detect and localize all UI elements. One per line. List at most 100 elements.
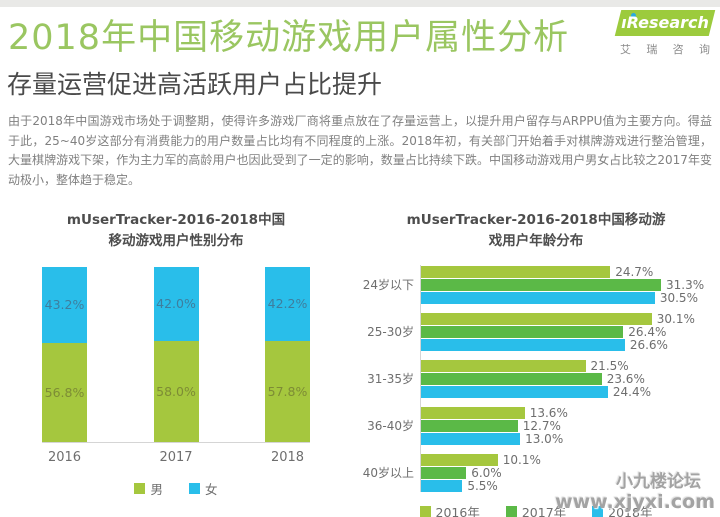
- hbar-row-2017年: 26.4%: [420, 325, 714, 339]
- age-tick-label: 24岁以下: [362, 278, 414, 292]
- hbar-2017年-31-35岁: [420, 372, 602, 385]
- hbar-row-2016年: 30.1%: [420, 311, 714, 326]
- bar-value-label: 56.8%: [44, 384, 85, 400]
- bar-value-label: 42.0%: [156, 296, 196, 312]
- logo-caption-char: 询: [698, 43, 710, 56]
- hbar-row-2017年: 12.7%: [420, 418, 714, 433]
- age-group-25-30岁: 25-30岁 30.1% 26.4% 26.6%: [358, 311, 714, 352]
- hbar-row-2016年: 10.1%: [420, 452, 714, 467]
- body-paragraph: 由于2018年中国游戏市场处于调整期，使得许多游戏厂商将重点放在了存量运营上，以…: [8, 114, 712, 187]
- hbar-2018年-40岁以上: [420, 479, 463, 492]
- gender-chart-title-line1: mUserTracker-2016-2018中国: [66, 212, 286, 228]
- hbar-value-label: 24.7%: [615, 264, 654, 279]
- age-tick-label: 25-30岁: [367, 325, 414, 339]
- bar-segment-男-2017: 58.0%: [153, 340, 199, 442]
- gender-chart-title-line2: 移动游戏用户性别分布: [108, 233, 244, 249]
- logo-band: ıResearch: [618, 10, 712, 36]
- age-bars-31-35岁: 21.5% 23.6% 24.4%: [420, 359, 714, 399]
- watermark: 小九楼论坛 www.xjyxi.com: [555, 471, 715, 514]
- logo-brand-text: ıResearch: [621, 13, 709, 32]
- bar-value-label: 58.0%: [156, 383, 196, 399]
- bar-segment-女-2017: 42.0%: [153, 267, 199, 341]
- age-group-40岁以上: 40岁以上 10.1% 6.0% 5.5%: [358, 452, 714, 493]
- age-chart-title: mUserTracker-2016-2018中国移动游 戏用户年龄分布: [358, 210, 714, 252]
- hbar-value-label: 6.0%: [471, 465, 502, 480]
- age-tick-label: 36-40岁: [367, 419, 414, 433]
- hbar-2016年-31-35岁: [420, 359, 586, 372]
- hbar-2018年-36-40岁: [420, 432, 521, 445]
- hbar-value-label: 13.6%: [529, 405, 568, 420]
- legend-swatch-icon: [419, 506, 431, 517]
- hbar-row-2018年: 30.5%: [420, 290, 714, 305]
- legend-label: 2018年: [608, 505, 653, 517]
- legend-label: 2016年: [435, 505, 480, 517]
- age-plot: 24岁以下 24.7% 31.3% 30.5% 25-30岁 30.1% 26.4% 26.6…: [358, 264, 714, 493]
- logo-i-dot-icon: [631, 13, 636, 18]
- bar-segment-女-2018: 42.2%: [265, 267, 310, 341]
- hbar-value-label: 12.7%: [522, 418, 561, 433]
- stacked-bar-2017: 42.0% 58.0%: [153, 267, 199, 442]
- gender-plot: 43.2% 56.8% 42.0% 58.0% 42.2% 57.8%: [42, 267, 310, 443]
- bar-value-label: 57.8%: [267, 383, 308, 399]
- logo-caption-char: 咨: [672, 43, 684, 56]
- x-tick-label: 2018: [270, 450, 305, 465]
- hbar-row-2018年: 26.6%: [420, 337, 714, 352]
- hbar-value-label: 26.6%: [629, 337, 668, 352]
- hbar-value-label: 24.4%: [612, 384, 651, 399]
- hbar-value-label: 23.6%: [606, 371, 645, 386]
- hbar-value-label: 10.1%: [502, 452, 541, 467]
- age-chart: mUserTracker-2016-2018中国移动游 戏用户年龄分布 24岁以…: [358, 210, 714, 517]
- hbar-row-2018年: 5.5%: [420, 478, 714, 493]
- age-bars-36-40岁: 13.6% 12.7% 13.0%: [420, 405, 714, 446]
- age-legend: 2016年 2017年 2018年: [358, 502, 714, 517]
- legend-swatch-icon: [505, 506, 517, 517]
- slide-subtitle: 存量运营促进高活跃用户占比提升: [7, 70, 383, 99]
- hbar-row-2016年: 24.7%: [420, 264, 714, 279]
- legend-item-女: 女: [189, 479, 218, 498]
- watermark-line1: 小九楼论坛: [616, 471, 701, 492]
- legend-item-男: 男: [134, 479, 163, 498]
- hbar-row-2018年: 13.0%: [420, 431, 714, 446]
- age-tick-label: 31-35岁: [367, 372, 414, 386]
- legend-item-2017年: 2017年: [505, 502, 566, 517]
- bar-segment-男-2016: 56.8%: [42, 342, 87, 442]
- bar-segment-男-2018: 57.8%: [265, 340, 310, 442]
- gender-chart: mUserTracker-2016-2018中国 移动游戏用户性别分布 43.2…: [10, 210, 342, 517]
- hbar-row-2016年: 21.5%: [420, 359, 714, 373]
- age-bars-25-30岁: 30.1% 26.4% 26.6%: [420, 311, 714, 352]
- gender-legend: 男女: [10, 479, 342, 498]
- legend-item-2016年: 2016年: [419, 502, 480, 517]
- age-group-31-35岁: 31-35岁 21.5% 23.6% 24.4%: [358, 359, 714, 399]
- hbar-2017年-24岁以下: [420, 278, 661, 291]
- hbar-2017年-25-30岁: [420, 325, 624, 338]
- hbar-value-label: 13.0%: [525, 431, 564, 446]
- hbar-2016年-40岁以上: [420, 453, 498, 466]
- hbar-2016年-36-40岁: [420, 406, 525, 419]
- hbar-row-2017年: 6.0%: [420, 465, 714, 480]
- stacked-bar-2018: 42.2% 57.8%: [265, 267, 310, 442]
- bar-value-label: 42.2%: [267, 296, 308, 312]
- legend-swatch-icon: [134, 483, 146, 494]
- legend-item-2018年: 2018年: [592, 502, 652, 517]
- legend-label: 男: [150, 482, 163, 497]
- hbar-value-label: 5.5%: [467, 478, 498, 493]
- logo-caption-char: 瑞: [646, 43, 658, 56]
- bar-segment-女-2016: 43.2%: [42, 267, 87, 343]
- hbar-2018年-25-30岁: [420, 338, 625, 351]
- logo-caption-char: 艾: [620, 43, 631, 56]
- top-strip: [0, 0, 720, 7]
- gender-x-axis-labels: 2016 2017 2018: [42, 450, 310, 465]
- watermark-line2: www.xjyxi.com: [555, 491, 715, 514]
- legend-swatch-icon: [592, 506, 604, 517]
- age-tick-label: 40岁以上: [362, 466, 414, 480]
- logo-caption: 艾瑞咨询: [618, 41, 712, 57]
- hbar-value-label: 30.5%: [659, 290, 698, 305]
- page-title: 2018年中国移动游戏用户属性分析: [8, 18, 570, 58]
- charts-row: mUserTracker-2016-2018中国 移动游戏用户性别分布 43.2…: [0, 210, 720, 517]
- iresearch-logo: ıResearch 艾 瑞 咨 询: [618, 10, 712, 57]
- age-bars-40岁以上: 10.1% 6.0% 5.5%: [420, 452, 714, 493]
- age-group-24岁以下: 24岁以下 24.7% 31.3% 30.5%: [358, 264, 714, 305]
- hbar-value-label: 31.3%: [666, 277, 705, 292]
- legend-swatch-icon: [189, 483, 200, 494]
- hbar-value-label: 30.1%: [656, 311, 695, 326]
